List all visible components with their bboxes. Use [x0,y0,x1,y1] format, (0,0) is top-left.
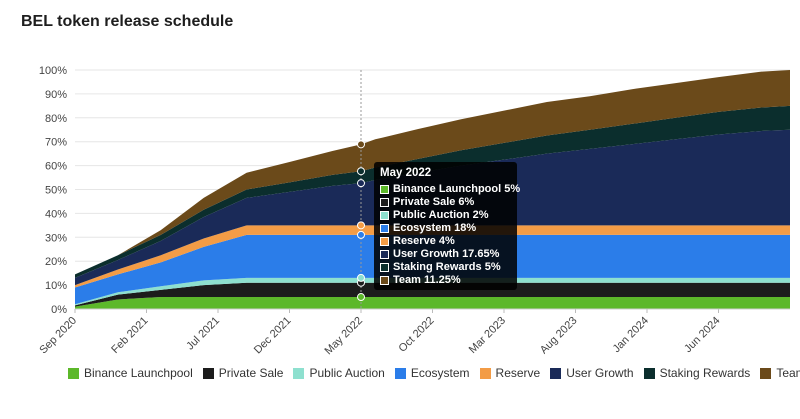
tooltip-row: Binance Launchpool 5% [380,183,520,196]
tooltip-swatch [380,198,389,207]
legend-item-public-auction[interactable]: Public Auction [293,366,385,380]
x-tick-label: Mar 2023 [467,315,508,356]
y-tick-label: 70% [45,137,67,149]
area-staking-rewards [75,105,790,278]
tooltip-row: Ecosystem 18% [380,222,511,235]
legend-swatch [479,367,491,379]
tooltip-swatch [380,250,389,259]
legend-swatch [394,367,406,379]
tooltip-row-label: Team 11.25% [393,274,461,286]
chart-legend: Binance Launchpool Private Sale Public Auc… [68,366,800,380]
legend-swatch [293,367,305,379]
tooltip-swatch [380,211,389,220]
area-binance-launchpool [75,297,790,309]
tooltip-row-label: Staking Rewards 5% [393,261,501,273]
x-tick-label: Aug 2023 [538,315,580,357]
tooltip-row-label: User Growth 17.65% [393,248,500,260]
y-tick-label: 50% [45,185,67,197]
chart-title: BEL token release schedule [21,13,234,30]
x-tick-label: Dec 2021 [252,315,294,357]
legend-swatch [550,367,562,379]
area-public-auction [75,277,790,306]
legend-item-binance-launchpool[interactable]: Binance Launchpool [68,366,193,380]
legend-label: Reserve [495,366,541,380]
tooltip-title: May 2022 [380,167,432,179]
legend-swatch [760,367,772,379]
legend-label: Public Auction [309,366,385,380]
tooltip-row: Staking Rewards 5% [380,261,511,274]
hover-point-ecosystem [357,230,365,239]
legend-item-user-growth[interactable]: User Growth [550,366,634,380]
hover-point-user-growth [357,179,365,188]
tooltip-swatch [380,224,389,233]
area-private-sale [75,282,790,307]
legend-item-ecosystem[interactable]: Ecosystem [394,366,470,380]
area-team [75,70,790,275]
tooltip-row-label: Reserve 4% [393,235,455,247]
y-tick-label: 80% [45,113,67,125]
tooltip-swatch [380,185,389,194]
x-tick-label: Jan 2024 [611,315,651,355]
hover-point-public-auction [357,273,365,282]
x-tick-label: Jul 2021 [184,315,222,353]
y-tick-label: 90% [45,89,67,101]
tooltip-row-label: Ecosystem 18% [393,222,477,234]
hover-point-binance-launchpool [357,293,365,302]
chart-tooltip: May 2022 Binance Launchpool 5% Private Sa… [374,162,520,290]
area-reserve [75,225,790,288]
y-tick-label: 40% [45,208,67,220]
x-tick-label: Feb 2021 [109,315,150,356]
x-tick-label: Sep 2020 [37,315,79,357]
legend-item-reserve[interactable]: Reserve [479,366,541,380]
tooltip-swatch [380,276,389,285]
legend-item-team[interactable]: Team [760,366,800,380]
tooltip-row-label: Public Auction 2% [393,209,489,221]
legend-item-staking-rewards[interactable]: Staking Rewards [643,366,751,380]
y-tick-label: 30% [45,232,67,244]
hover-point-staking-rewards [357,167,365,176]
y-tick-label: 20% [45,256,67,268]
tooltip-row: User Growth 17.65% [380,248,511,261]
tooltip-swatch [380,237,389,246]
x-tick-label: May 2022 [322,315,365,358]
legend-label: Private Sale [218,366,284,380]
tooltip-row: Team 11.25% [380,274,511,287]
legend-label: Team [776,366,800,380]
legend-label: User Growth [566,366,634,380]
hover-point-reserve [357,221,365,230]
y-tick-label: 60% [45,161,67,173]
legend-label: Staking Rewards [659,366,751,380]
x-tick-label: Oct 2022 [397,315,437,355]
x-tick-label: Jun 2024 [682,315,722,355]
legend-item-private-sale[interactable]: Private Sale [202,366,284,380]
tooltip-row-label: Binance Launchpool 5% [393,183,521,195]
tooltip-row: Reserve 4% [380,235,511,248]
legend-label: Binance Launchpool [84,366,193,380]
legend-swatch [68,367,79,379]
tooltip-row: Private Sale 6% [380,196,511,209]
y-tick-label: 10% [45,280,67,292]
hover-point-team [357,140,365,149]
y-tick-label: 0% [51,304,67,316]
y-tick-label: 100% [39,65,67,77]
legend-swatch [643,367,655,379]
tooltip-row: Public Auction 2% [380,209,511,222]
legend-label: Ecosystem [410,366,470,380]
tooltip-row-label: Private Sale 6% [393,196,475,208]
legend-swatch [202,367,214,379]
tooltip-swatch [380,263,389,272]
